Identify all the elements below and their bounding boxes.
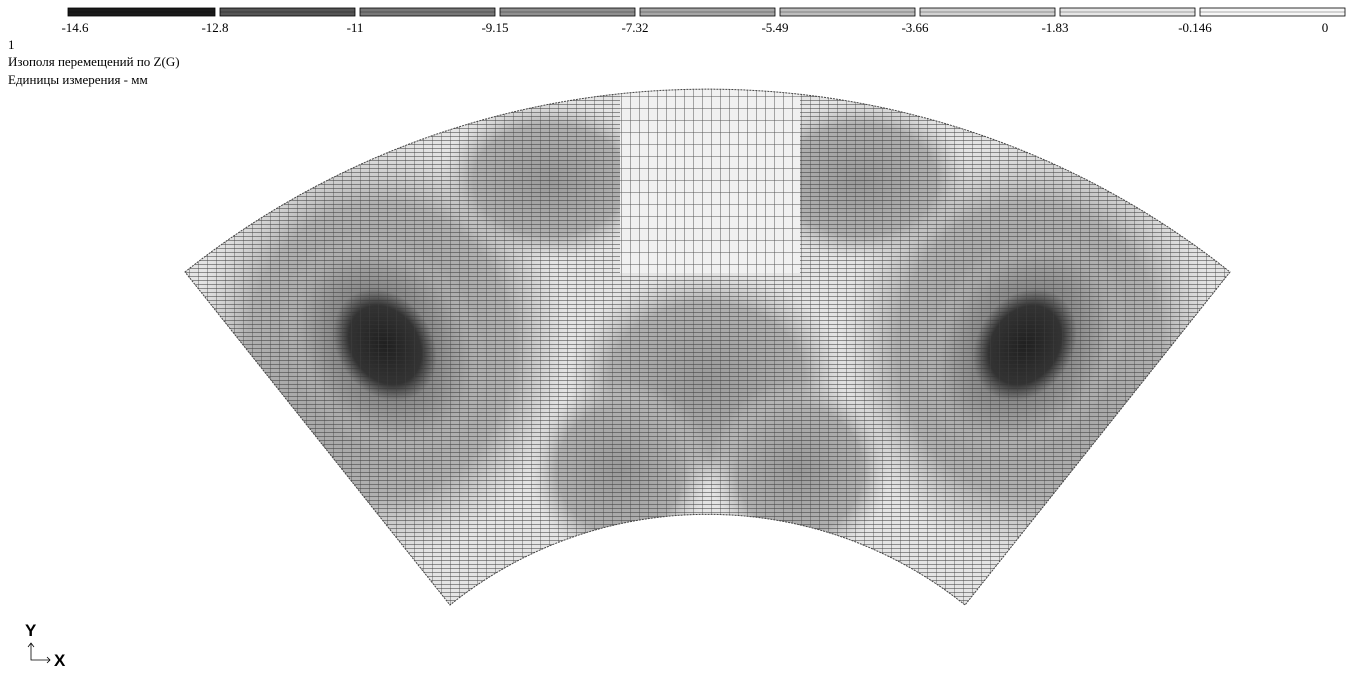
legend-tick-label: -9.15 [481,20,508,35]
page: -14.6 -12.8 -11 -9.15 -7.32 -5.49 -3.66 -1.83 -0… [0,0,1352,673]
x-axis-label: X [54,651,66,670]
legend-tick-label: -14.6 [61,20,89,35]
legend-tick-label: -3.66 [901,20,929,35]
legend: -14.6 -12.8 -11 -9.15 -7.32 -5.49 -3.66 -1.83 -0… [61,8,1345,35]
y-axis-label: Y [25,621,37,640]
units-note: Единицы измерения - мм [8,72,148,87]
legend-tick-label: -11 [347,20,364,35]
legend-tick-label: 0 [1322,20,1329,35]
axis-indicator [28,643,50,663]
field-title: Изополя перемещений по Z(G) [8,54,180,69]
legend-tick-label: -0.146 [1178,20,1212,35]
legend-tick-label: -5.49 [761,20,788,35]
legend-tick-label: -7.32 [621,20,648,35]
contour-plot [180,85,1240,615]
legend-tick-label: -12.8 [201,20,228,35]
case-number: 1 [8,37,15,52]
legend-tick-label: -1.83 [1041,20,1068,35]
